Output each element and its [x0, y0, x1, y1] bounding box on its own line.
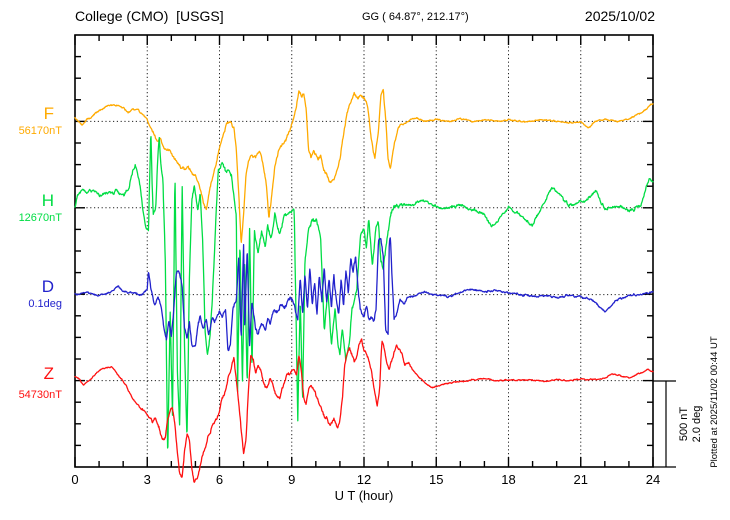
channel-baseline-H: 12670nT	[19, 212, 63, 224]
channel-letter-Z: Z	[44, 364, 54, 383]
trace-D	[74, 237, 654, 352]
channel-letter-H: H	[42, 191, 54, 210]
station-title: College (CMO) [USGS]	[75, 8, 224, 24]
channel-letter-F: F	[44, 104, 54, 123]
x-tick-label: 24	[646, 472, 660, 487]
scale-bar-nt-label: 500 nT	[678, 407, 690, 442]
channel-baseline-D: 0.1deg	[28, 298, 62, 310]
chart-layer: 0 3 6 9 12 15 18 21 24 F 56170nT H 12670nT D 0.1deg Z 54…	[19, 34, 676, 487]
x-tick-label: 12	[357, 472, 371, 487]
channel-baseline-F: 56170nT	[19, 125, 63, 137]
x-axis-label: U T (hour)	[335, 488, 394, 503]
x-tick-label: 18	[501, 472, 515, 487]
trace-H	[74, 135, 654, 449]
x-tick-label: 9	[288, 472, 295, 487]
channel-letter-D: D	[42, 277, 54, 296]
x-tick-label: 3	[144, 472, 151, 487]
scale-bar-deg-label: 2.0 deg	[691, 406, 703, 443]
x-tick-label: 6	[216, 472, 223, 487]
x-tick-label: 21	[574, 472, 588, 487]
channel-baseline-Z: 54730nT	[19, 389, 63, 401]
plot-date: 2025/10/02	[584, 8, 655, 24]
trace-F	[74, 88, 654, 243]
x-tick-label: 0	[71, 472, 78, 487]
plotted-at-note: Plotted at 2025/11/02 00:44 UT	[709, 336, 720, 468]
geographic-coords: GG ( 64.87°, 212.17°)	[362, 11, 469, 23]
x-tick-label: 15	[429, 472, 443, 487]
trace-Z	[74, 338, 654, 483]
